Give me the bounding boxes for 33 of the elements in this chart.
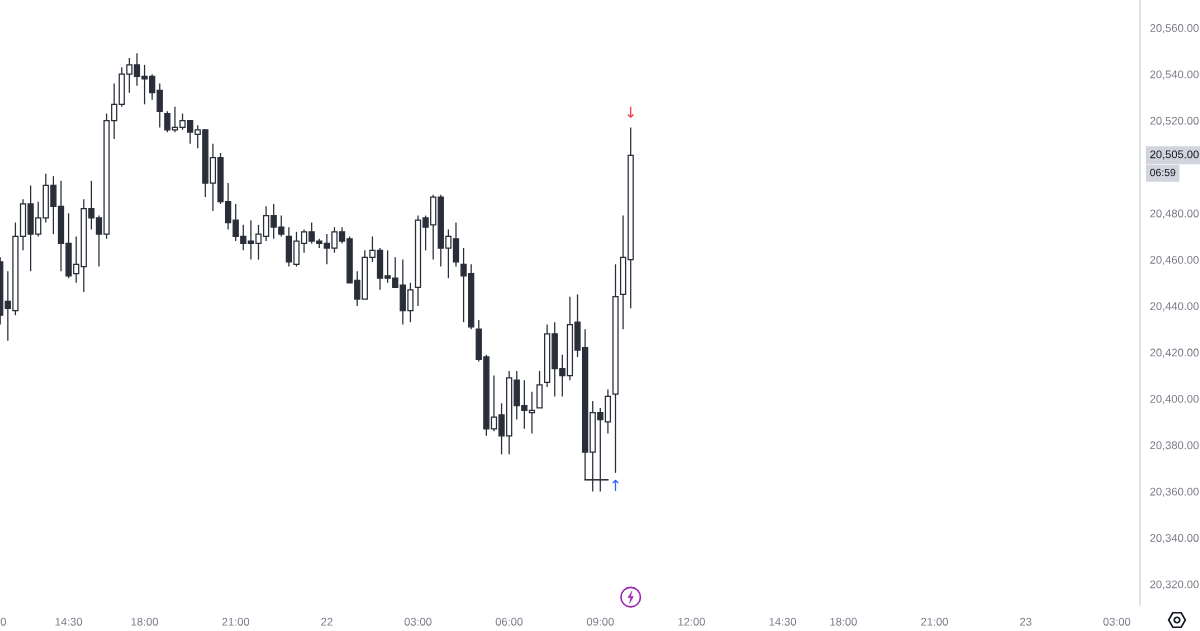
x-tick-label: 18:00 bbox=[131, 617, 159, 626]
candlestick bbox=[156, 82, 163, 129]
y-tick-label: 20,380.00 bbox=[1150, 441, 1199, 451]
y-tick-label: 20,480.00 bbox=[1150, 209, 1199, 219]
x-tick-label: 21:00 bbox=[921, 617, 948, 626]
x-tick-label: 0 bbox=[0, 617, 6, 626]
annotation: ↓ bbox=[627, 106, 634, 118]
y-tick-label: 20,520.00 bbox=[1150, 116, 1199, 126]
x-tick-label: 14:30 bbox=[769, 617, 797, 626]
candlestick bbox=[536, 370, 543, 409]
y-tick-label: 20,420.00 bbox=[1150, 348, 1199, 358]
x-tick-label: 21:00 bbox=[222, 617, 250, 626]
x-tick-label: 18:00 bbox=[830, 617, 857, 626]
x-tick-label: 12:00 bbox=[678, 617, 705, 626]
y-tick-label: 20,560.00 bbox=[1150, 24, 1199, 34]
x-tick-label: 14:30 bbox=[55, 617, 83, 626]
text: 20,505.00 bbox=[1150, 150, 1199, 160]
x-tick-label: 09:00 bbox=[586, 617, 614, 626]
annotation: ↑ bbox=[612, 479, 619, 491]
x-tick-label: 06:00 bbox=[495, 617, 523, 626]
y-tick-label: 20,460.00 bbox=[1150, 255, 1199, 266]
y-tick-label: 20,400.00 bbox=[1150, 394, 1199, 405]
x-tick-label: 03:00 bbox=[1103, 617, 1131, 626]
x-tick-label: 23 bbox=[1020, 617, 1032, 626]
y-tick-label: 20,540.00 bbox=[1150, 70, 1199, 80]
y-tick-label: 20,440.00 bbox=[1150, 302, 1199, 312]
candlestick bbox=[164, 110, 171, 133]
y-tick-label: 20,340.00 bbox=[1150, 534, 1199, 544]
text: 06:59 bbox=[1150, 168, 1176, 177]
x-tick-label: 03:00 bbox=[404, 617, 432, 626]
y-tick-label: 20,320.00 bbox=[1150, 580, 1199, 590]
x-tick-label: 22 bbox=[321, 617, 333, 626]
y-tick-label: 20,360.00 bbox=[1150, 487, 1199, 497]
